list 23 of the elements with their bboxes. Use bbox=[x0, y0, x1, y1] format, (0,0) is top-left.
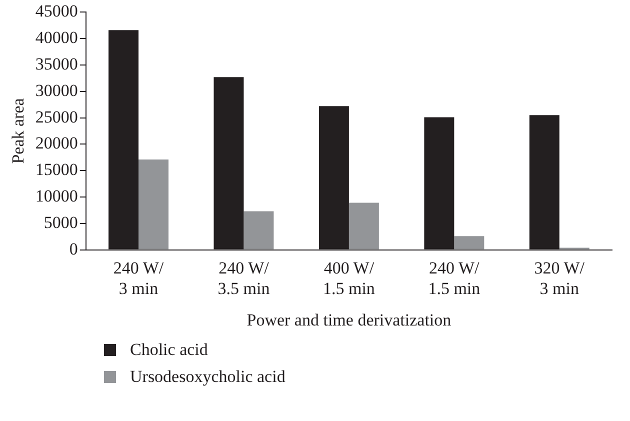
y-tick-label: 40000 bbox=[35, 28, 78, 48]
x-tick-label: 320 W/ 3 min bbox=[534, 258, 585, 298]
y-tick-label: 0 bbox=[69, 239, 78, 258]
legend-label: Cholic acid bbox=[130, 340, 208, 360]
y-tick-label: 10000 bbox=[35, 186, 78, 206]
y-tick-label: 45000 bbox=[35, 2, 78, 21]
y-axis-title: Peak area bbox=[8, 98, 28, 164]
y-tick-label: 30000 bbox=[35, 80, 78, 100]
y-tick-label: 5000 bbox=[44, 212, 78, 232]
bar bbox=[454, 236, 484, 250]
bar bbox=[348, 202, 379, 250]
x-tick-label: 240 W/ 1.5 min bbox=[428, 258, 481, 298]
bar bbox=[138, 160, 168, 250]
x-axis-title: Power and time derivatization bbox=[246, 310, 452, 330]
y-tick-label: 35000 bbox=[35, 54, 78, 74]
y-tick-label: 20000 bbox=[35, 134, 78, 153]
y-tick-label: 25000 bbox=[35, 107, 78, 126]
legend-label: Ursodesoxycholic acid bbox=[130, 366, 286, 386]
x-tick-label: 240 W/ 3.5 min bbox=[218, 258, 270, 298]
bar bbox=[244, 211, 274, 250]
x-tick-label: 240 W/ 3 min bbox=[113, 258, 164, 298]
y-tick-label: 15000 bbox=[35, 160, 78, 180]
x-tick-label: 400 W/ 1.5 min bbox=[322, 258, 376, 298]
